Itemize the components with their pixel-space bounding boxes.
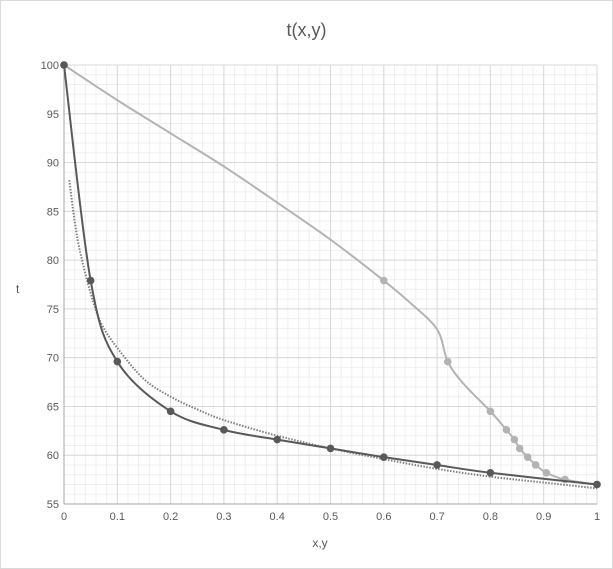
series-vapor-point — [502, 426, 511, 434]
series-vapor-point — [542, 468, 551, 477]
series-liquid-point — [273, 435, 282, 444]
x-tick-label: 0.9 — [536, 511, 551, 523]
series-liquid-point — [433, 461, 441, 469]
series-vapor-point — [486, 407, 495, 416]
y-tick-label: 70 — [47, 353, 59, 365]
y-tick-label: 55 — [47, 499, 59, 511]
series-fitted-line — [68, 179, 598, 490]
y-tick-label: 65 — [47, 401, 59, 413]
x-tick-label: 0.7 — [429, 511, 444, 523]
x-tick-label: 0.5 — [323, 511, 338, 523]
x-tick-label: 0.1 — [110, 511, 125, 523]
series-liquid-point — [486, 468, 495, 477]
y-tick-label: 60 — [47, 450, 59, 462]
series-liquid-point — [593, 480, 601, 489]
series-vapor-point — [380, 276, 388, 285]
series-vapor-point — [531, 461, 540, 469]
y-tick-label: 85 — [47, 206, 59, 218]
x-tick-label: 1 — [594, 511, 600, 523]
x-tick-label: 0.6 — [376, 511, 391, 523]
x-tick-label: 0 — [61, 511, 67, 523]
y-tick-label: 75 — [47, 304, 59, 316]
series-vapor-point — [443, 357, 452, 366]
axes — [63, 65, 597, 505]
series-liquid-point — [326, 444, 335, 453]
y-tick-label: 100 — [41, 60, 59, 72]
series-vapor-point — [510, 435, 519, 444]
series-liquid-point — [166, 407, 175, 416]
series-liquid-point — [86, 276, 95, 285]
chart-title: t(x,y) — [286, 20, 327, 40]
x-tick-label: 0.8 — [483, 511, 498, 523]
x-axis-title: x,y — [312, 536, 328, 550]
x-tick-label: 0.2 — [163, 511, 178, 523]
series-liquid-point — [60, 61, 68, 69]
y-tick-label: 90 — [47, 158, 59, 170]
series-vapor-point — [515, 444, 524, 453]
x-tick-label: 0.4 — [270, 511, 285, 523]
series-liquid-point — [380, 453, 388, 461]
series-layer — [60, 61, 601, 490]
series-liquid-point — [113, 357, 122, 366]
y-axis-title: t — [16, 282, 20, 296]
y-tick-label: 80 — [47, 255, 59, 267]
y-tick-label: 95 — [47, 109, 59, 121]
x-tick-label: 0.3 — [216, 511, 231, 523]
tick-labels: 0 0.1 0.2 0.3 0.4 0.5 0.6 0.7 0.8 0.9 1 55 60 65 70 75 8… — [41, 60, 600, 523]
series-liquid-point — [220, 426, 228, 434]
series-liquid-line — [63, 64, 598, 486]
series-vapor-point — [523, 453, 532, 461]
